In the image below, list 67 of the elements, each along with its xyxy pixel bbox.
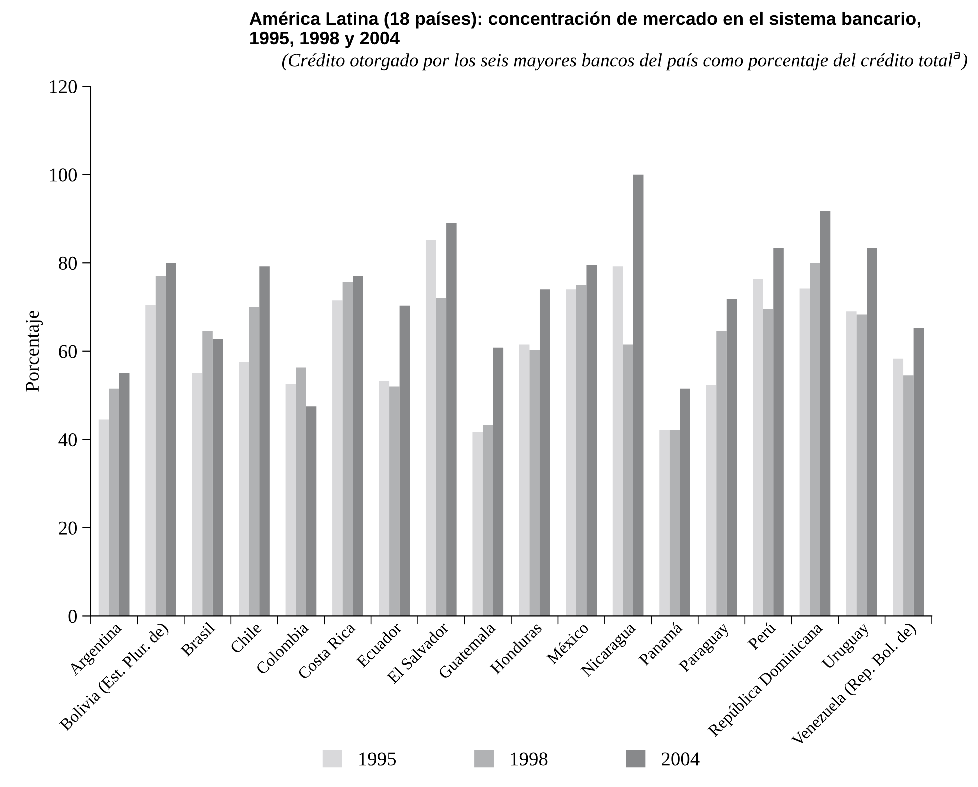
y-tick-label: 120 — [50, 80, 78, 94]
y-tick-label: 0 — [68, 610, 78, 624]
y-tick-label: 60 — [59, 345, 78, 358]
bar — [212, 339, 224, 616]
bar — [202, 332, 213, 616]
y-tick-label: 40 — [58, 433, 78, 447]
legend-label: 1995 — [360, 752, 396, 766]
bar — [800, 288, 810, 616]
bar — [530, 350, 540, 616]
bar — [763, 309, 774, 616]
bar — [493, 348, 504, 616]
bar — [390, 386, 400, 616]
bar — [436, 298, 447, 616]
bar — [239, 362, 250, 616]
bar — [166, 263, 176, 616]
bar — [156, 276, 166, 616]
bar — [306, 406, 317, 616]
bar — [904, 376, 914, 616]
bar — [726, 299, 738, 616]
bar — [379, 381, 390, 616]
bar — [706, 385, 717, 616]
bar — [109, 388, 120, 616]
bar — [426, 240, 436, 616]
bar — [716, 332, 727, 616]
bar — [342, 282, 354, 616]
bar — [660, 430, 670, 616]
bar — [867, 248, 878, 616]
bar — [623, 344, 634, 616]
bar — [119, 373, 130, 616]
y-tick-label: 20 — [59, 522, 78, 535]
bar — [482, 426, 494, 616]
chart-title: América Latina (18 países): concentración de mercado en el sistema bancario, 1995, 1998 y 2004 — [250, 12, 921, 48]
bar — [332, 300, 343, 616]
legend-label: 1998 — [511, 752, 548, 766]
bar — [820, 211, 831, 616]
bar — [519, 344, 530, 616]
bar — [98, 420, 110, 616]
bar — [260, 266, 270, 616]
bar — [192, 373, 203, 616]
bar — [856, 314, 868, 616]
bar — [249, 307, 260, 616]
y-tick-label: 100 — [50, 168, 78, 182]
bar — [774, 248, 784, 616]
bar — [472, 432, 483, 616]
bar — [446, 223, 457, 616]
bar — [540, 290, 550, 616]
bar — [576, 285, 587, 616]
bar — [893, 358, 904, 616]
bar — [753, 279, 764, 616]
bar — [400, 306, 410, 616]
y-axis-title: Porcentaje — [26, 311, 44, 392]
bar — [810, 263, 820, 616]
chart-subtitle: (Crédito otorgado por los seis mayores bancos del país como porcentaje del crédito total$^{a}$) — [282, 52, 968, 71]
y-tick-label: 80 — [59, 256, 78, 270]
bar — [146, 305, 156, 616]
legend-label: 2004 — [662, 752, 700, 766]
bar — [286, 384, 296, 616]
bar — [846, 312, 857, 616]
bar — [670, 430, 680, 616]
bar — [612, 266, 624, 616]
bar — [914, 328, 924, 616]
bar — [633, 174, 644, 616]
bar — [353, 276, 364, 616]
bar — [680, 388, 690, 616]
bar — [586, 265, 598, 616]
bar — [296, 368, 306, 616]
bar — [566, 290, 576, 616]
